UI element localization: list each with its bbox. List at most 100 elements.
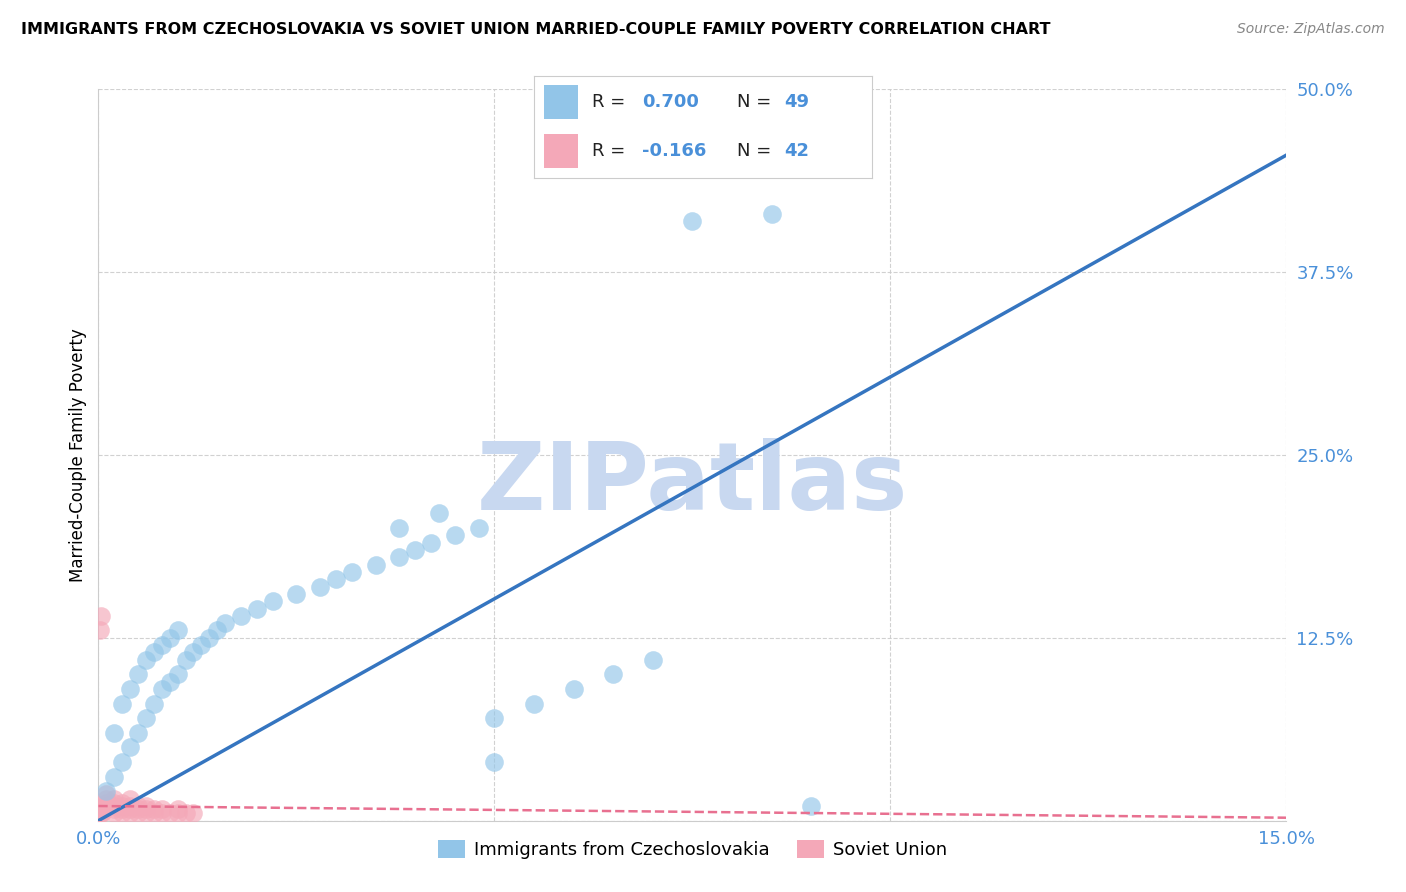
Point	[120, 791, 142, 805]
Point	[103, 802, 125, 816]
Point	[135, 711, 157, 725]
Point	[562, 681, 585, 696]
Point	[681, 214, 703, 228]
Point	[229, 608, 252, 623]
Point	[388, 550, 411, 565]
Point	[246, 601, 269, 615]
Point	[285, 587, 308, 601]
Point	[388, 521, 411, 535]
Point	[127, 806, 149, 821]
Point	[325, 572, 347, 586]
Point	[90, 806, 112, 821]
Text: N =: N =	[737, 142, 770, 161]
Point	[142, 697, 165, 711]
Point	[90, 806, 112, 821]
Text: R =: R =	[592, 93, 624, 111]
Point	[111, 755, 134, 769]
Point	[103, 806, 125, 821]
Point	[94, 799, 117, 814]
Point	[127, 726, 149, 740]
Point	[183, 806, 205, 821]
Point	[96, 784, 118, 798]
Bar	[544, 85, 578, 119]
Point	[127, 667, 149, 681]
Point	[159, 806, 181, 821]
Point	[800, 799, 823, 814]
Point	[103, 799, 125, 814]
Point	[142, 806, 165, 821]
Point	[90, 608, 112, 623]
Point	[89, 806, 111, 821]
Point	[103, 791, 125, 805]
Point	[166, 624, 188, 638]
Point	[166, 667, 188, 681]
Point	[761, 206, 783, 220]
Point	[641, 653, 664, 667]
Point	[96, 799, 118, 814]
Point	[96, 791, 118, 805]
Point	[142, 645, 165, 659]
Point	[135, 799, 157, 814]
Point	[103, 770, 125, 784]
Point	[174, 806, 197, 821]
Point	[150, 802, 173, 816]
Point	[127, 802, 149, 816]
Text: ZIPatlas: ZIPatlas	[477, 438, 908, 530]
Point	[183, 645, 205, 659]
Point	[150, 681, 173, 696]
Point	[467, 521, 489, 535]
Point	[174, 653, 197, 667]
Text: N =: N =	[737, 93, 770, 111]
Point	[135, 806, 157, 821]
Point	[135, 653, 157, 667]
Point	[120, 681, 142, 696]
Point	[214, 616, 236, 631]
Point	[111, 796, 134, 810]
Text: R =: R =	[592, 142, 624, 161]
Point	[120, 740, 142, 755]
Point	[111, 806, 134, 821]
Point	[523, 697, 546, 711]
Text: IMMIGRANTS FROM CZECHOSLOVAKIA VS SOVIET UNION MARRIED-COUPLE FAMILY POVERTY COR: IMMIGRANTS FROM CZECHOSLOVAKIA VS SOVIET…	[21, 22, 1050, 37]
Point	[404, 543, 426, 558]
Point	[89, 624, 111, 638]
Point	[427, 507, 450, 521]
Point	[94, 799, 117, 814]
Point	[166, 806, 188, 821]
Point	[91, 802, 114, 816]
Text: 49: 49	[785, 93, 808, 111]
Text: 42: 42	[785, 142, 808, 161]
Point	[96, 787, 118, 801]
Point	[444, 528, 467, 542]
Point	[91, 802, 114, 816]
Point	[262, 594, 284, 608]
Point	[159, 674, 181, 689]
Point	[111, 799, 134, 814]
Point	[420, 535, 443, 549]
Point	[150, 806, 173, 821]
Point	[135, 802, 157, 816]
Point	[142, 802, 165, 816]
Y-axis label: Married-Couple Family Poverty: Married-Couple Family Poverty	[69, 328, 87, 582]
Point	[111, 802, 134, 816]
Point	[364, 558, 387, 572]
Point	[309, 580, 332, 594]
Point	[340, 565, 363, 579]
Text: Source: ZipAtlas.com: Source: ZipAtlas.com	[1237, 22, 1385, 37]
Point	[120, 806, 142, 821]
Point	[103, 796, 125, 810]
Point	[96, 796, 118, 810]
Point	[198, 631, 221, 645]
Point	[166, 802, 188, 816]
Point	[190, 638, 212, 652]
Legend: Immigrants from Czechoslovakia, Soviet Union: Immigrants from Czechoslovakia, Soviet U…	[430, 832, 955, 866]
Point	[159, 631, 181, 645]
Text: 0.700: 0.700	[643, 93, 699, 111]
Point	[127, 799, 149, 814]
Point	[484, 755, 506, 769]
Point	[120, 802, 142, 816]
Point	[120, 799, 142, 814]
Point	[205, 624, 228, 638]
Point	[111, 697, 134, 711]
Point	[602, 667, 624, 681]
